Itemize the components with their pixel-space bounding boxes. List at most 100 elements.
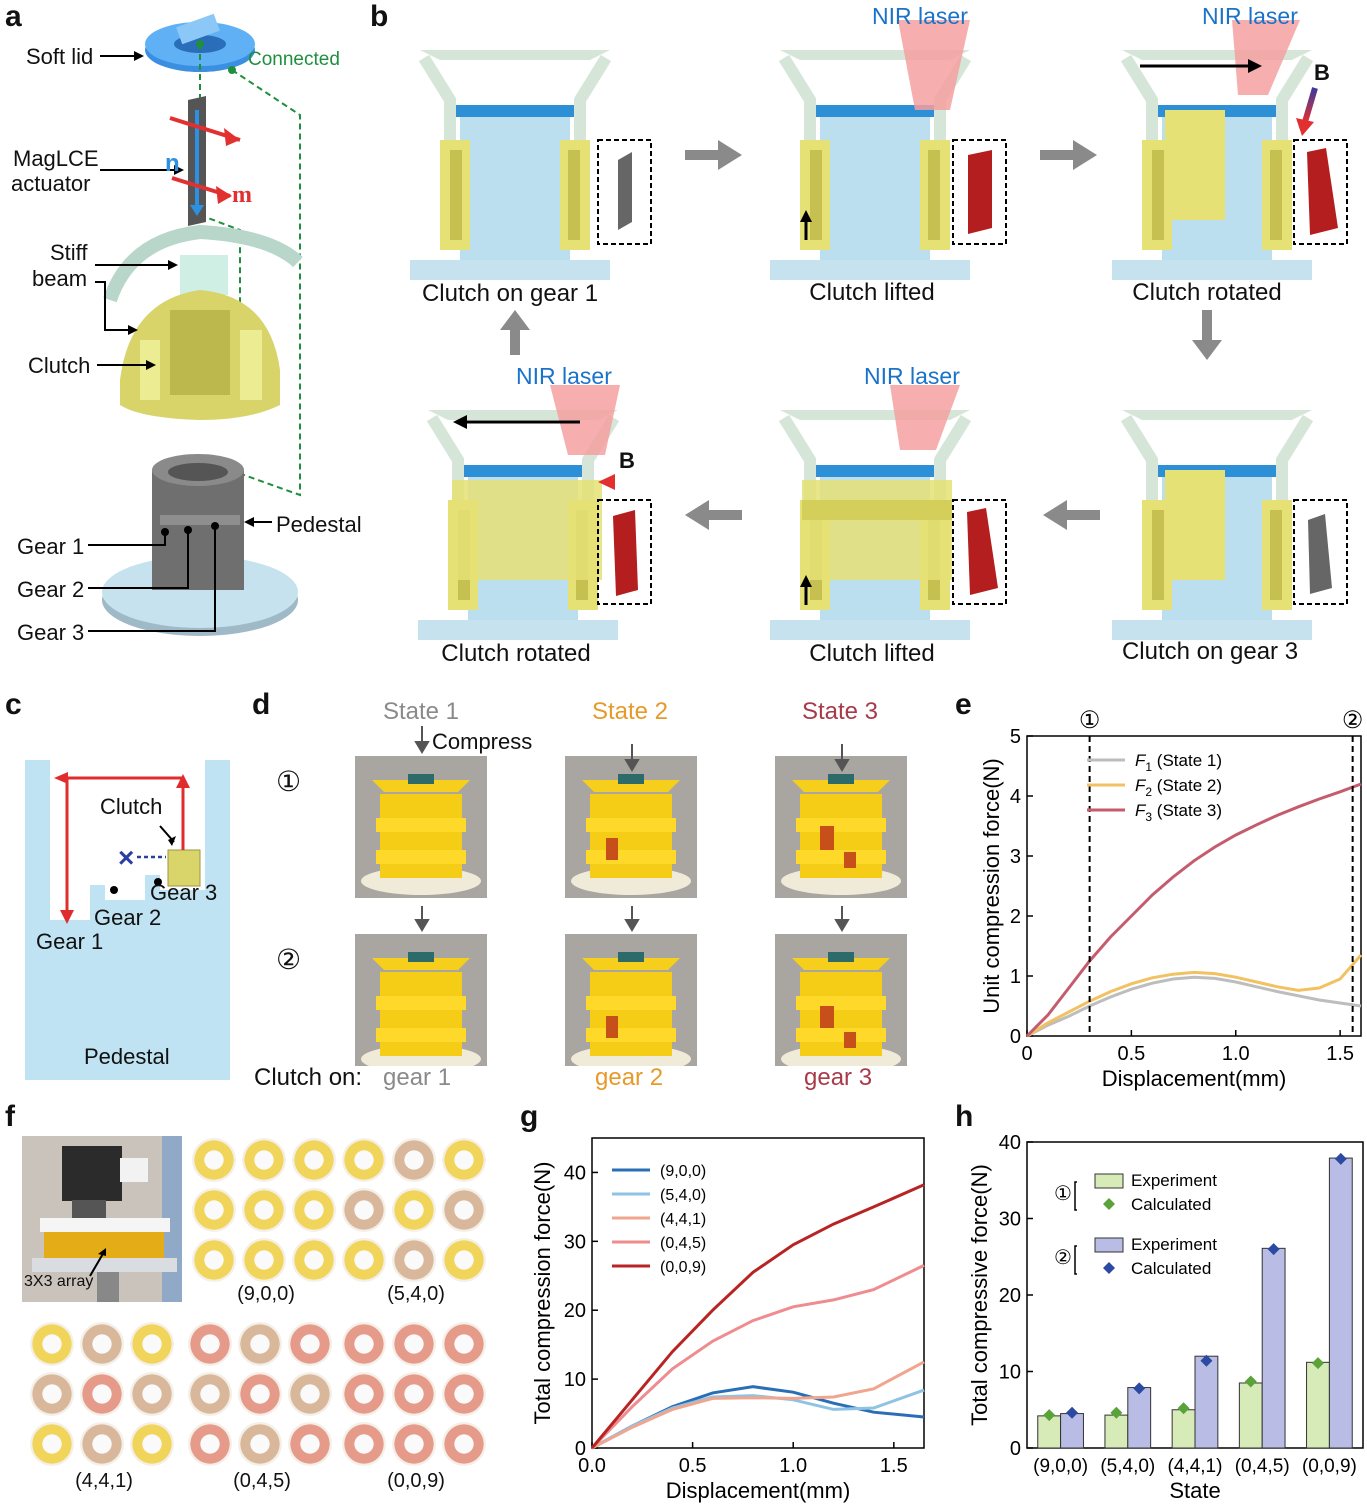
array-grid-4-4-1 xyxy=(30,1322,178,1470)
gear-3-label: gear 3 xyxy=(804,1064,873,1091)
array-cell xyxy=(288,1422,332,1466)
array-cell xyxy=(238,1422,282,1466)
array-cell xyxy=(342,1322,386,1366)
nir-laser-label-3: NIR laser xyxy=(516,363,612,389)
array-grid-0-4-5 xyxy=(188,1322,336,1470)
array-cell xyxy=(342,1422,386,1466)
x-axis-label: Displacement(mm) xyxy=(1102,1066,1287,1091)
array-cell xyxy=(242,1138,286,1182)
array-cell xyxy=(288,1372,332,1416)
legend-group-marker: ② xyxy=(1054,1247,1072,1269)
label-pedestal: Pedestal xyxy=(276,512,362,537)
array-cell xyxy=(192,1188,236,1232)
series-line xyxy=(590,1264,925,1450)
legend-entry: (0,0,9) xyxy=(660,1259,706,1276)
x-tick-label: 0.5 xyxy=(679,1455,707,1477)
y-tick-label: 40 xyxy=(564,1162,586,1184)
array-cell xyxy=(238,1372,282,1416)
caption-clutch-rotated-top: Clutch rotated xyxy=(1132,279,1282,306)
c-label-gear-1: Gear 1 xyxy=(36,929,104,954)
y-tick-label: 3 xyxy=(1010,846,1021,868)
x-tick-label: 1.0 xyxy=(779,1455,807,1477)
bar-experiment-2 xyxy=(1194,1355,1219,1449)
blocked-cross-icon: × xyxy=(118,842,135,873)
y-tick-label: 20 xyxy=(564,1300,586,1322)
array-cell xyxy=(442,1322,486,1366)
x-tick-label: 1.0 xyxy=(1222,1043,1250,1065)
panel-letter-g: g xyxy=(520,1100,539,1133)
array-cell xyxy=(130,1422,174,1466)
array-cell xyxy=(288,1322,332,1366)
caption-clutch-lifted-top: Clutch lifted xyxy=(809,279,935,306)
y-tick-label: 5 xyxy=(1010,726,1021,748)
series-line xyxy=(1026,954,1363,1038)
nir-laser-label-2: NIR laser xyxy=(1202,3,1298,29)
grid-label-9-0-0: (9,0,0) xyxy=(237,1283,295,1305)
array-cell xyxy=(392,1322,436,1366)
label-gear-1: Gear 1 xyxy=(17,534,85,559)
array-cell xyxy=(80,1322,124,1366)
array-cell xyxy=(442,1138,486,1182)
series-line xyxy=(591,1360,925,1450)
b-field-label-1: B xyxy=(1314,60,1330,85)
array-cell xyxy=(442,1422,486,1466)
point-calculated-2 xyxy=(1066,1406,1079,1419)
series-line xyxy=(590,1183,925,1449)
legend-swatch-diamond xyxy=(1103,1198,1115,1210)
panel-letter-f: f xyxy=(5,1100,15,1133)
array-grid-5-4-0 xyxy=(342,1138,490,1286)
y-tick-label: 30 xyxy=(999,1209,1021,1231)
y-tick-label: 10 xyxy=(999,1362,1021,1384)
array-cell xyxy=(80,1372,124,1416)
array-cell xyxy=(238,1322,282,1366)
compress-label: Compress xyxy=(432,729,533,754)
c-label-gear-3: Gear 3 xyxy=(150,880,218,905)
legend-swatch-diamond xyxy=(1103,1262,1115,1274)
grid-label-5-4-0: (5,4,0) xyxy=(387,1283,445,1305)
c-label-gear-2: Gear 2 xyxy=(94,905,162,930)
test-rig-photo xyxy=(22,1136,182,1302)
label-gear-3: Gear 3 xyxy=(17,620,85,645)
panel-letter-b: b xyxy=(370,0,389,33)
point-calculated-1 xyxy=(1311,1357,1324,1370)
legend-entry: (9,0,0) xyxy=(660,1163,706,1180)
panel-letter-a: a xyxy=(5,0,22,33)
array-cell xyxy=(342,1138,386,1182)
legend-swatch-bar xyxy=(1094,1173,1124,1189)
legend-entry: (0,4,5) xyxy=(660,1235,706,1252)
x-axis-label: State xyxy=(1169,1478,1220,1503)
array-cell xyxy=(80,1422,124,1466)
array-cell xyxy=(392,1422,436,1466)
array-cell xyxy=(30,1422,74,1466)
y-axis-label: Unit compression force(N) xyxy=(979,758,1004,1014)
array-cell xyxy=(442,1238,486,1282)
point-calculated-1 xyxy=(1043,1409,1056,1422)
label-m-vector: m xyxy=(232,182,252,208)
legend-entry: F1 (State 1) xyxy=(1135,751,1222,774)
compression-photos xyxy=(355,726,907,1066)
array-cell xyxy=(30,1322,74,1366)
array-cell xyxy=(130,1322,174,1366)
y-tick-label: 10 xyxy=(564,1369,586,1391)
label-beam: beam xyxy=(32,266,88,291)
panel-letter-h: h xyxy=(955,1100,974,1133)
panel-letter-c: c xyxy=(5,688,22,721)
array-cell xyxy=(188,1322,232,1366)
point-calculated-2 xyxy=(1133,1382,1146,1395)
marker-label: ② xyxy=(1342,707,1364,734)
legend-entry: F2 (State 2) xyxy=(1135,776,1222,799)
series-line xyxy=(1026,975,1362,1038)
label-gear-2: Gear 2 xyxy=(17,577,85,602)
state-3-header: State 3 xyxy=(801,698,879,725)
array-cell xyxy=(188,1422,232,1466)
nir-laser-label-4: NIR laser xyxy=(864,363,960,389)
array-cell xyxy=(292,1138,336,1182)
legend-entry: Experiment xyxy=(1131,1235,1217,1254)
x-tick-label: (0,4,5) xyxy=(1235,1456,1290,1477)
legend-entry: (5,4,0) xyxy=(660,1187,706,1204)
bar-experiment-1 xyxy=(1306,1361,1330,1449)
legend-entry: F3 (State 3) xyxy=(1135,801,1222,824)
label-actuator: actuator xyxy=(11,171,91,196)
array-cell xyxy=(392,1138,436,1182)
y-tick-label: 0 xyxy=(575,1438,586,1460)
